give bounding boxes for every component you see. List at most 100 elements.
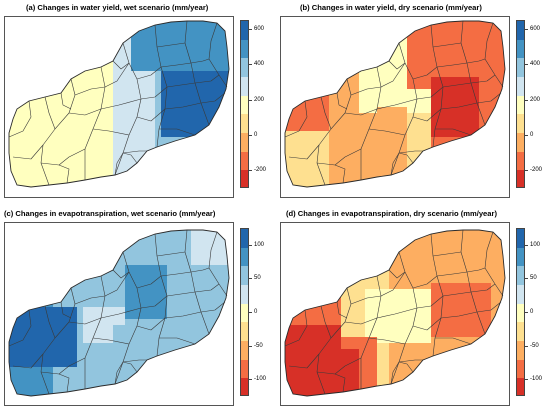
- colorbar-swatch: [241, 21, 248, 40]
- colorbar-swatch: [517, 378, 524, 395]
- colorbar-swatch: [241, 39, 248, 59]
- colorbar-swatch: [241, 378, 248, 395]
- colorbar-tick-label: 600: [254, 25, 265, 32]
- colorbar-tick: [525, 28, 528, 30]
- panel-a-map: [8, 20, 230, 188]
- panel-c-map: [8, 229, 230, 397]
- colorbar-tick-label: 400: [254, 61, 265, 68]
- colorbar-swatch: [241, 151, 248, 171]
- colorbar-tick-label: 100: [254, 241, 265, 248]
- colorbar-tick: [525, 244, 528, 246]
- colorbar-tick: [525, 134, 528, 136]
- colorbar-tick-label: 200: [530, 96, 541, 103]
- colorbar-tick: [525, 379, 528, 381]
- colorbar-swatch: [517, 247, 524, 267]
- colorbar-swatch: [517, 170, 524, 187]
- panel-b-colorbar: [516, 20, 525, 188]
- colorbar-tick-label: 50: [254, 275, 261, 282]
- colorbar-tick: [525, 312, 528, 313]
- colorbar-tick-label: -50: [530, 342, 539, 349]
- colorbar-tick-label: 0: [530, 309, 534, 315]
- colorbar-tick-label: 200: [254, 96, 265, 103]
- panel-a-colorbar: [240, 20, 249, 188]
- subbasin-boundaries: [284, 20, 504, 186]
- colorbar-tick-label: -100: [530, 376, 543, 383]
- colorbar-swatch: [517, 229, 524, 248]
- colorbar-swatch: [517, 284, 524, 304]
- colorbar-tick-label: -100: [254, 376, 267, 383]
- panel-d-map: [284, 229, 506, 397]
- panel-c-colorbar: [240, 228, 249, 396]
- subbasin-fill: [9, 21, 229, 187]
- colorbar-tick: [249, 170, 252, 172]
- colorbar-tick: [525, 278, 528, 280]
- colorbar-swatch: [517, 58, 524, 77]
- colorbar-swatch: [517, 132, 524, 152]
- colorbar-tick-label: 400: [530, 61, 541, 68]
- subbasin-fill: [285, 21, 505, 187]
- colorbar-swatch: [241, 247, 248, 267]
- colorbar-swatch: [241, 284, 248, 304]
- colorbar-tick: [249, 244, 252, 246]
- colorbar-tick: [249, 345, 252, 347]
- subbasin-boundaries: [284, 229, 504, 395]
- basin-outline: [8, 229, 230, 397]
- colorbar-swatch: [241, 114, 248, 133]
- colorbar-swatch: [241, 229, 248, 248]
- panel-b-map: [284, 20, 506, 188]
- colorbar-tick: [525, 64, 528, 66]
- colorbar-swatch: [517, 39, 524, 59]
- panel-b-map-frame: [280, 16, 510, 198]
- colorbar-swatch: [241, 322, 248, 341]
- colorbar-tick-label: 50: [530, 275, 537, 282]
- colorbar-swatch: [241, 76, 248, 96]
- colorbar-swatch: [241, 58, 248, 77]
- colorbar-tick: [525, 170, 528, 172]
- colorbar-tick: [525, 99, 528, 101]
- colorbar-tick-label: 600: [530, 25, 541, 32]
- colorbar-swatch: [517, 76, 524, 96]
- colorbar-tick: [249, 99, 252, 101]
- basin-outline: [284, 229, 506, 397]
- colorbar-swatch: [241, 132, 248, 152]
- subbasin-fill: [9, 230, 229, 396]
- colorbar-tick: [249, 134, 252, 136]
- panel-b-title: (b) Changes in water yield, dry scenario…: [300, 3, 482, 12]
- colorbar-tick-label: -200: [530, 167, 543, 174]
- colorbar-swatch: [517, 95, 524, 115]
- basin-outline: [8, 20, 230, 188]
- colorbar-swatch: [517, 151, 524, 171]
- colorbar-swatch: [517, 322, 524, 341]
- subbasin-boundaries: [8, 229, 228, 395]
- colorbar-tick: [249, 64, 252, 66]
- colorbar-tick: [249, 312, 252, 313]
- colorbar-swatch: [241, 170, 248, 187]
- colorbar-swatch: [517, 114, 524, 133]
- colorbar-swatch: [241, 266, 248, 285]
- subbasin-boundaries: [8, 20, 228, 186]
- colorbar-tick-label: 100: [530, 241, 541, 248]
- colorbar-tick: [249, 278, 252, 280]
- colorbar-swatch: [241, 340, 248, 360]
- colorbar-swatch: [241, 95, 248, 115]
- panel-d-colorbar: [516, 228, 525, 396]
- panel-a-title: (a) Changes in water yield, wet scenario…: [26, 3, 209, 12]
- panel-c-map-frame: [4, 222, 234, 406]
- colorbar-swatch: [241, 359, 248, 379]
- colorbar-tick-label: 0: [254, 309, 258, 315]
- colorbar-tick-label: 0: [530, 131, 534, 138]
- subbasin-fill: [285, 230, 505, 396]
- colorbar-tick-label: 0: [254, 131, 258, 138]
- colorbar-swatch: [517, 266, 524, 285]
- basin-outline: [284, 20, 506, 188]
- colorbar-swatch: [517, 340, 524, 360]
- colorbar-tick: [525, 345, 528, 347]
- panel-d-title: (d) Changes in evapotranspiration, dry s…: [286, 209, 497, 218]
- panel-a-map-frame: [4, 16, 234, 198]
- panel-c-title: (c) Changes in evapotranspiration, wet s…: [4, 209, 216, 218]
- colorbar-tick-label: -50: [254, 342, 263, 349]
- panel-d-map-frame: [280, 222, 510, 406]
- colorbar-swatch: [517, 21, 524, 40]
- colorbar-tick: [249, 28, 252, 30]
